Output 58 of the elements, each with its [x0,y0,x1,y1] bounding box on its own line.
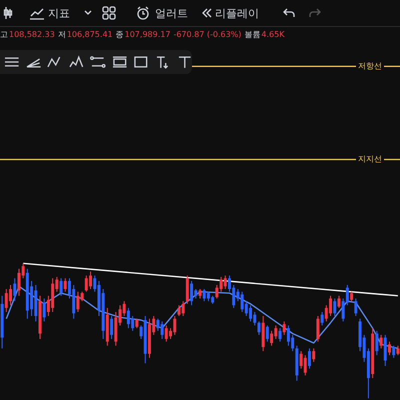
text: 4.65K [261,30,284,39]
text: 고 [0,30,8,39]
candlestick [202,288,206,302]
candlestick [388,341,391,356]
text: 107,989.17 [124,30,170,39]
candlestick [17,268,20,296]
candlestick [84,275,88,292]
ref-line-label: 지지선 [358,154,382,164]
text: 종 [116,30,124,39]
candlestick [249,304,252,322]
text: 지표 [48,6,70,20]
candlestick [126,307,130,329]
text: 얼러트 [155,6,188,20]
candlestick [375,330,378,356]
candlestick [156,318,160,332]
candlestick [337,295,340,308]
candlestick [270,330,274,346]
candlestick [316,316,320,342]
candlestick [60,278,63,296]
ref-line-label: 저항선 [358,61,382,70]
candlestick [392,345,396,358]
candlestick [160,320,164,340]
text: 108,582.33 [9,30,55,39]
text: 106,875.41 [66,30,113,39]
candlestick [110,316,114,340]
candlestick [42,298,46,322]
candlestick [177,304,180,317]
candlestick [164,324,168,342]
candlestick [396,345,400,356]
candlestick [240,291,244,312]
candlestick [350,291,354,302]
candlestick [286,324,290,346]
candlestick [135,318,138,329]
candlestick [312,348,316,362]
candlestick [282,320,286,336]
candlestick [76,291,80,312]
candlestick [380,334,383,349]
candlestick [9,284,12,306]
candlestick [257,320,260,336]
candlestick [186,275,189,304]
text: 볼륨 [244,30,260,39]
candlestick [4,288,8,312]
candlestick [198,288,202,299]
candlestick [278,328,282,342]
candlestick [354,298,358,317]
candlestick [300,350,303,370]
text: -670.87 (-0.63%) [173,30,242,39]
candlestick [89,271,92,290]
candlestick [308,348,311,370]
candlestick [182,300,185,317]
candlestick [320,311,324,326]
candlestick [274,324,278,340]
candlestick [329,295,332,317]
candlestick [266,324,269,342]
text: 저 [58,30,66,39]
candlestick [206,291,210,302]
text: 리플레이 [215,6,259,20]
candlestick [190,280,194,306]
